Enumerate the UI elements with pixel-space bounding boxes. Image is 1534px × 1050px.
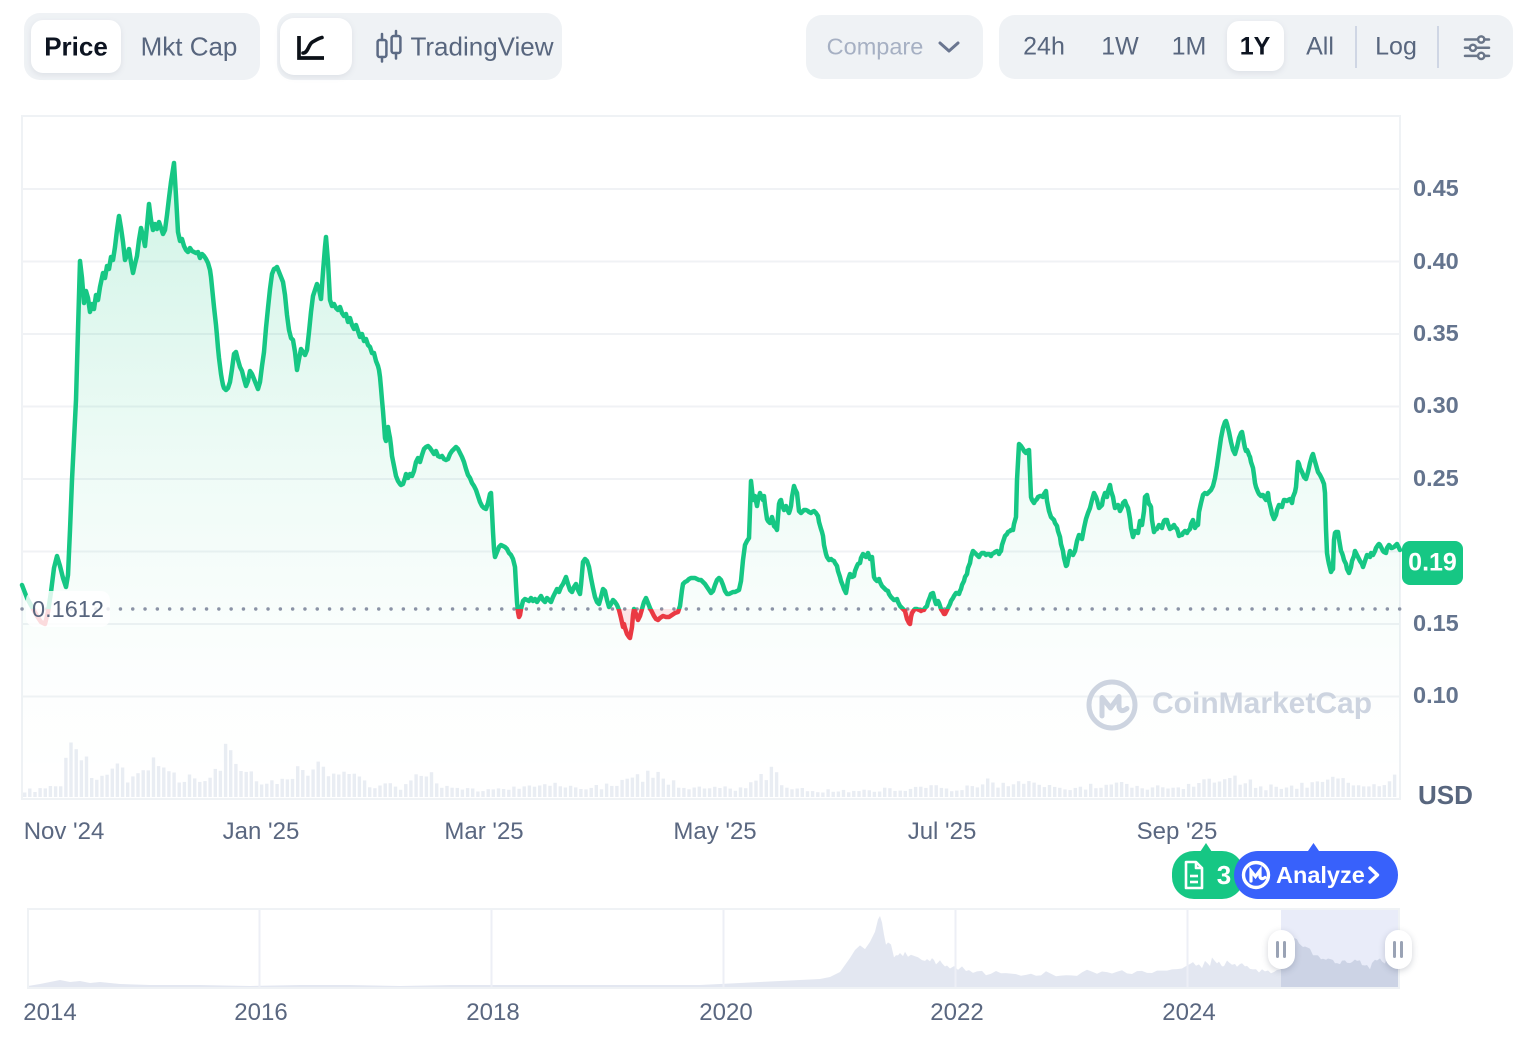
svg-text:3: 3 [1217, 860, 1231, 890]
svg-text:0.1612: 0.1612 [32, 596, 104, 622]
svg-text:Analyze: Analyze [1276, 862, 1365, 888]
